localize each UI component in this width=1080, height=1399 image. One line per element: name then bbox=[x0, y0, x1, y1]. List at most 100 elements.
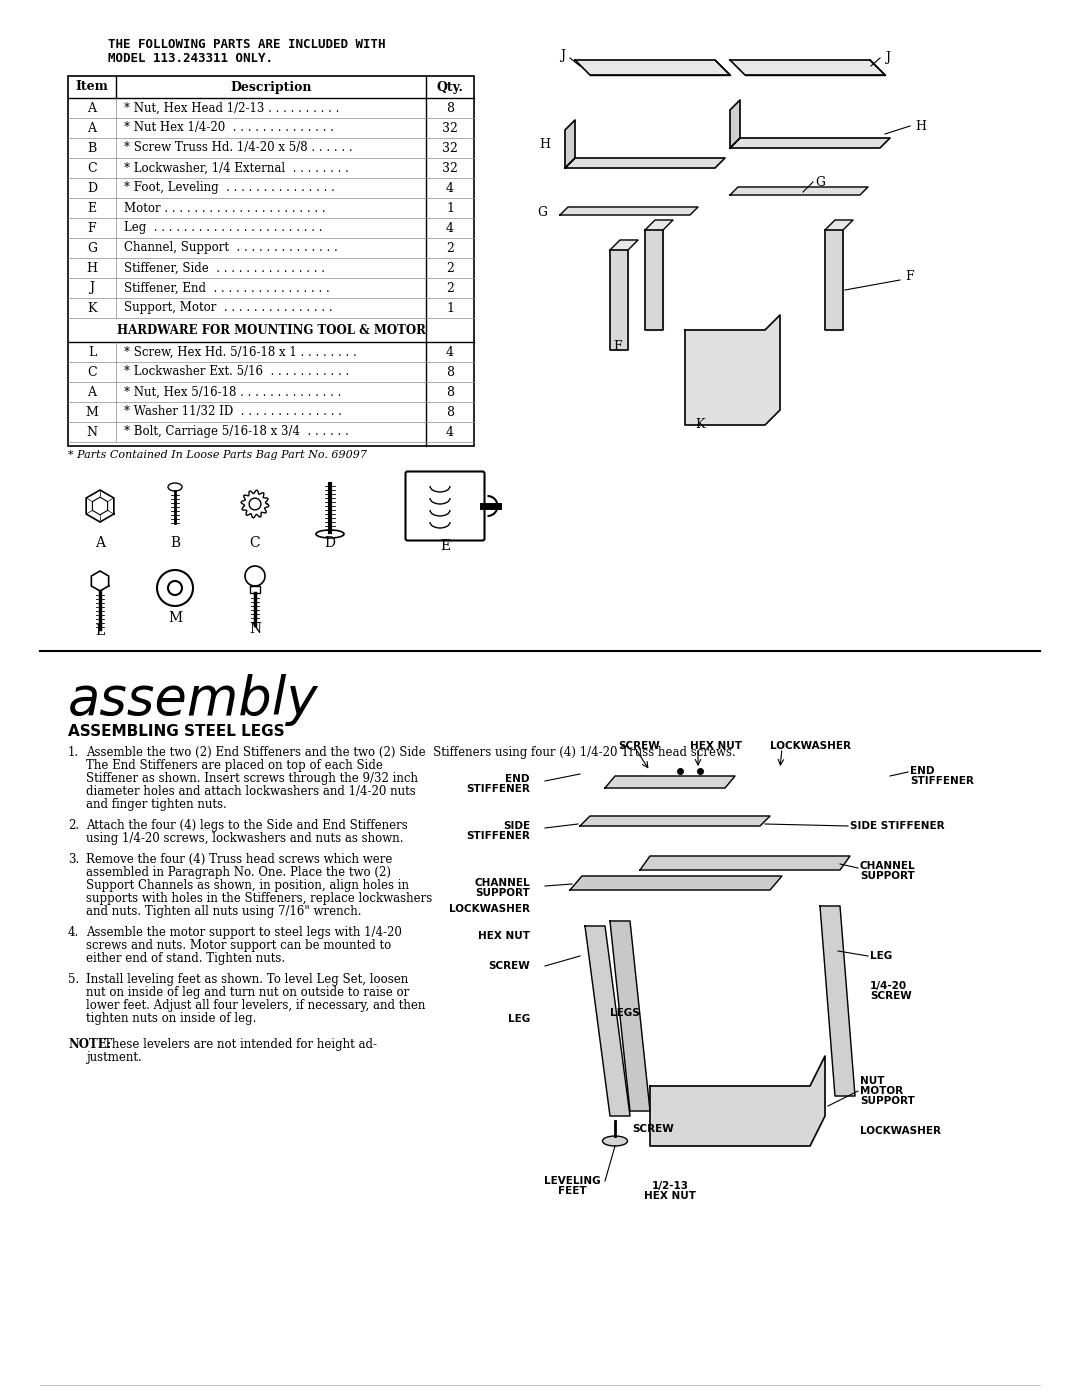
Text: C: C bbox=[87, 365, 97, 379]
Text: Stiffener, End  . . . . . . . . . . . . . . . .: Stiffener, End . . . . . . . . . . . . .… bbox=[124, 281, 329, 295]
Text: J: J bbox=[885, 52, 890, 64]
Text: SIDE STIFFENER: SIDE STIFFENER bbox=[850, 821, 945, 831]
Text: SIDE: SIDE bbox=[503, 821, 530, 831]
Text: 8: 8 bbox=[446, 386, 454, 399]
Text: assembled in Paragraph No. One. Place the two (2): assembled in Paragraph No. One. Place th… bbox=[86, 866, 391, 879]
Text: E: E bbox=[440, 539, 450, 553]
Text: 3.: 3. bbox=[68, 853, 79, 866]
Text: lower feet. Adjust all four levelers, if necessary, and then: lower feet. Adjust all four levelers, if… bbox=[86, 999, 426, 1011]
Polygon shape bbox=[570, 876, 782, 890]
Polygon shape bbox=[650, 1056, 825, 1146]
Text: END: END bbox=[910, 767, 934, 776]
Text: F: F bbox=[87, 221, 96, 235]
Text: D: D bbox=[86, 182, 97, 194]
Text: and nuts. Tighten all nuts using 7/16" wrench.: and nuts. Tighten all nuts using 7/16" w… bbox=[86, 905, 362, 918]
Text: Item: Item bbox=[76, 81, 108, 94]
Text: J: J bbox=[561, 49, 565, 62]
Polygon shape bbox=[645, 220, 673, 229]
Text: LOCKWASHER: LOCKWASHER bbox=[860, 1126, 941, 1136]
Text: N: N bbox=[86, 425, 97, 438]
Text: MODEL 113.243311 ONLY.: MODEL 113.243311 ONLY. bbox=[108, 52, 273, 64]
Text: justment.: justment. bbox=[86, 1051, 141, 1065]
Polygon shape bbox=[730, 99, 740, 148]
Text: H: H bbox=[86, 262, 97, 274]
Text: LOCKWASHER: LOCKWASHER bbox=[449, 904, 530, 914]
Text: 2: 2 bbox=[446, 242, 454, 255]
Text: 32: 32 bbox=[442, 141, 458, 154]
Text: M: M bbox=[85, 406, 98, 418]
Text: G: G bbox=[87, 242, 97, 255]
Polygon shape bbox=[585, 926, 630, 1116]
Text: The End Stiffeners are placed on top of each Side: The End Stiffeners are placed on top of … bbox=[86, 760, 383, 772]
Text: A: A bbox=[87, 386, 96, 399]
Polygon shape bbox=[580, 816, 770, 825]
Text: B: B bbox=[170, 536, 180, 550]
Text: either end of stand. Tighten nuts.: either end of stand. Tighten nuts. bbox=[86, 951, 285, 965]
Text: F: F bbox=[613, 340, 622, 353]
Text: B: B bbox=[87, 141, 96, 154]
Text: Support, Motor  . . . . . . . . . . . . . . .: Support, Motor . . . . . . . . . . . . .… bbox=[124, 302, 333, 315]
Text: * Bolt, Carriage 5/16-18 x 3/4  . . . . . .: * Bolt, Carriage 5/16-18 x 3/4 . . . . .… bbox=[124, 425, 349, 438]
Polygon shape bbox=[610, 250, 627, 350]
Text: 1.: 1. bbox=[68, 746, 79, 760]
Text: and finger tighten nuts.: and finger tighten nuts. bbox=[86, 797, 227, 811]
Text: Leg  . . . . . . . . . . . . . . . . . . . . . . .: Leg . . . . . . . . . . . . . . . . . . … bbox=[124, 221, 323, 235]
Polygon shape bbox=[575, 60, 730, 76]
Text: 4: 4 bbox=[446, 425, 454, 438]
Text: 1: 1 bbox=[446, 201, 454, 214]
Text: 1/2-13: 1/2-13 bbox=[651, 1181, 689, 1191]
Polygon shape bbox=[685, 315, 780, 425]
Polygon shape bbox=[605, 776, 735, 788]
Text: These levelers are not intended for height ad-: These levelers are not intended for heig… bbox=[104, 1038, 377, 1051]
Text: Stiffener, Side  . . . . . . . . . . . . . . .: Stiffener, Side . . . . . . . . . . . . … bbox=[124, 262, 325, 274]
Polygon shape bbox=[92, 571, 109, 590]
Text: LEG: LEG bbox=[870, 951, 892, 961]
Circle shape bbox=[157, 569, 193, 606]
Text: H: H bbox=[539, 139, 550, 151]
Polygon shape bbox=[645, 229, 663, 330]
Polygon shape bbox=[825, 220, 853, 229]
Text: * Foot, Leveling  . . . . . . . . . . . . . . .: * Foot, Leveling . . . . . . . . . . . .… bbox=[124, 182, 335, 194]
Polygon shape bbox=[610, 241, 638, 250]
Polygon shape bbox=[825, 229, 843, 330]
Text: C: C bbox=[87, 161, 97, 175]
Text: tighten nuts on inside of leg.: tighten nuts on inside of leg. bbox=[86, 1011, 256, 1025]
Text: STIFFENER: STIFFENER bbox=[910, 776, 974, 786]
Text: E: E bbox=[87, 201, 96, 214]
Text: HEX NUT: HEX NUT bbox=[690, 741, 742, 751]
Text: STIFFENER: STIFFENER bbox=[467, 831, 530, 841]
Text: * Nut Hex 1/4-20  . . . . . . . . . . . . . .: * Nut Hex 1/4-20 . . . . . . . . . . . .… bbox=[124, 122, 334, 134]
Text: 2.: 2. bbox=[68, 818, 79, 832]
Text: D: D bbox=[324, 536, 336, 550]
Text: LEG: LEG bbox=[508, 1014, 530, 1024]
Text: * Lockwasher, 1/4 External  . . . . . . . .: * Lockwasher, 1/4 External . . . . . . .… bbox=[124, 161, 349, 175]
Text: 4: 4 bbox=[446, 182, 454, 194]
Text: END: END bbox=[505, 774, 530, 783]
Text: Remove the four (4) Truss head screws which were: Remove the four (4) Truss head screws wh… bbox=[86, 853, 392, 866]
Ellipse shape bbox=[168, 483, 183, 491]
Text: * Washer 11/32 ID  . . . . . . . . . . . . . .: * Washer 11/32 ID . . . . . . . . . . . … bbox=[124, 406, 342, 418]
Text: A: A bbox=[87, 122, 96, 134]
Text: LEGS: LEGS bbox=[610, 1009, 639, 1018]
Text: Motor . . . . . . . . . . . . . . . . . . . . . .: Motor . . . . . . . . . . . . . . . . . … bbox=[124, 201, 326, 214]
Ellipse shape bbox=[316, 530, 345, 539]
Text: K: K bbox=[696, 418, 705, 431]
Text: diameter holes and attach lockwashers and 1/4-20 nuts: diameter holes and attach lockwashers an… bbox=[86, 785, 416, 797]
Bar bbox=[68, 76, 474, 446]
Text: * Nut, Hex 5/16-18 . . . . . . . . . . . . . .: * Nut, Hex 5/16-18 . . . . . . . . . . .… bbox=[124, 386, 341, 399]
Text: LEVELING: LEVELING bbox=[543, 1177, 600, 1186]
Polygon shape bbox=[820, 907, 855, 1095]
Text: using 1/4-20 screws, lockwashers and nuts as shown.: using 1/4-20 screws, lockwashers and nut… bbox=[86, 832, 404, 845]
Text: NOTE:: NOTE: bbox=[68, 1038, 111, 1051]
Text: 8: 8 bbox=[446, 102, 454, 115]
Text: G: G bbox=[815, 175, 825, 189]
Text: Assemble the two (2) End Stiffeners and the two (2) Side  Stiffeners using four : Assemble the two (2) End Stiffeners and … bbox=[86, 746, 735, 760]
Text: ASSEMBLING STEEL LEGS: ASSEMBLING STEEL LEGS bbox=[68, 725, 285, 739]
Text: LOCKWASHER: LOCKWASHER bbox=[770, 741, 851, 751]
Polygon shape bbox=[640, 856, 850, 870]
Text: * Screw Truss Hd. 1/4-20 x 5/8 . . . . . .: * Screw Truss Hd. 1/4-20 x 5/8 . . . . .… bbox=[124, 141, 353, 154]
Text: 4: 4 bbox=[446, 221, 454, 235]
Text: HEX NUT: HEX NUT bbox=[478, 930, 530, 942]
Text: F: F bbox=[905, 270, 914, 283]
Text: Channel, Support  . . . . . . . . . . . . . .: Channel, Support . . . . . . . . . . . .… bbox=[124, 242, 338, 255]
